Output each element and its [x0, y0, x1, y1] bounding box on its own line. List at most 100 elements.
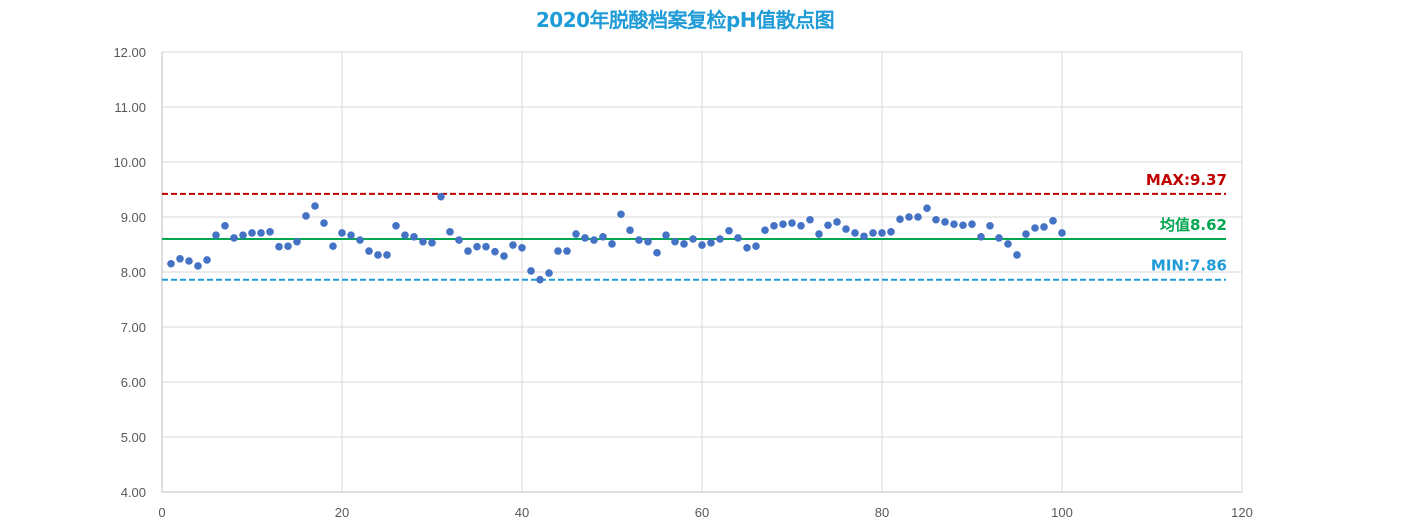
data-point [878, 229, 886, 237]
data-point [464, 247, 472, 255]
data-point [428, 239, 436, 247]
axes: 4.00 5.00 6.00 7.00 8.00 9.00 10.00 11.00 12.00 0… [113, 45, 1252, 520]
data-point [1004, 240, 1012, 248]
data-point [842, 225, 850, 233]
data-point [203, 256, 211, 264]
data-point [311, 202, 319, 210]
x-tick-label: 40 [515, 505, 529, 520]
data-point [419, 237, 427, 246]
data-point [779, 220, 787, 228]
data-point [1031, 224, 1039, 232]
data-point [392, 222, 400, 230]
data-point [536, 275, 544, 284]
data-point [212, 231, 220, 239]
data-point [743, 244, 751, 252]
data-point [194, 262, 202, 270]
y-tick-label: 8.00 [121, 265, 146, 280]
y-tick-label: 6.00 [121, 375, 146, 390]
data-point [707, 239, 715, 247]
data-point [518, 244, 526, 252]
data-point [680, 240, 688, 248]
data-point [437, 192, 445, 201]
data-point [617, 210, 625, 219]
data-point [266, 228, 274, 236]
data-point [968, 220, 976, 228]
data-point [698, 241, 706, 249]
data-point [329, 242, 337, 250]
data-point [275, 242, 283, 251]
data-point [977, 233, 985, 241]
y-tick-label: 11.00 [114, 100, 146, 115]
data-point [995, 234, 1003, 242]
data-point [797, 222, 805, 230]
data-point [950, 220, 958, 228]
data-point [572, 230, 580, 238]
chart-title: 2020年脱酸档案复检pH值散点图 [535, 8, 835, 32]
data-point [1022, 230, 1030, 238]
data-point [176, 254, 184, 263]
mean-label: 均值8.62 [1160, 216, 1227, 234]
data-point [986, 222, 994, 230]
data-point [545, 269, 553, 277]
y-tick-label: 7.00 [121, 320, 146, 335]
data-point [347, 231, 355, 239]
data-point [1040, 223, 1048, 231]
data-point [905, 213, 913, 221]
data-point [500, 252, 508, 260]
data-point [365, 247, 373, 255]
data-point [914, 213, 922, 221]
data-point [662, 231, 670, 239]
data-point [896, 215, 904, 223]
data-point [941, 218, 949, 226]
data-point [473, 242, 481, 251]
data-point [446, 228, 454, 236]
data-point [554, 247, 562, 255]
data-point [923, 204, 931, 212]
data-point [383, 251, 391, 259]
data-point [824, 221, 832, 230]
x-tick-label: 80 [875, 505, 889, 520]
y-tick-label: 4.00 [121, 485, 146, 500]
data-point [653, 248, 661, 257]
data-point [761, 226, 769, 234]
data-point [167, 259, 175, 268]
x-tick-label: 100 [1051, 505, 1073, 520]
data-point [689, 235, 697, 243]
data-point [599, 233, 607, 241]
gridlines [162, 51, 1243, 493]
y-tick-label: 12.00 [113, 45, 146, 60]
data-point [806, 215, 814, 224]
min-label: MIN:7.86 [1151, 257, 1227, 275]
y-tick-label: 5.00 [121, 430, 146, 445]
data-point [410, 233, 418, 241]
data-point [590, 236, 598, 244]
y-tick-label: 10.00 [113, 155, 146, 170]
data-point [1058, 229, 1066, 237]
data-point [401, 231, 409, 239]
data-point [887, 228, 895, 236]
data-point [734, 234, 742, 242]
data-point [293, 237, 301, 246]
data-point [230, 234, 238, 242]
data-point [770, 222, 778, 230]
data-point [302, 212, 310, 220]
data-point [671, 237, 679, 246]
data-point [257, 229, 265, 237]
data-point [482, 242, 490, 251]
data-point [932, 215, 940, 224]
data-point [221, 222, 229, 230]
x-tick-label: 0 [158, 505, 165, 520]
data-point [644, 237, 652, 246]
data-point [491, 247, 499, 256]
data-point [959, 221, 967, 230]
x-tick-label: 20 [335, 505, 349, 520]
data-point [356, 236, 364, 244]
y-tick-label: 9.00 [121, 210, 146, 225]
data-point [608, 240, 616, 248]
data-point [320, 219, 328, 227]
data-point [869, 229, 877, 237]
data-points [167, 192, 1066, 284]
data-point [752, 242, 760, 250]
data-point [860, 232, 868, 241]
data-point [338, 229, 346, 237]
